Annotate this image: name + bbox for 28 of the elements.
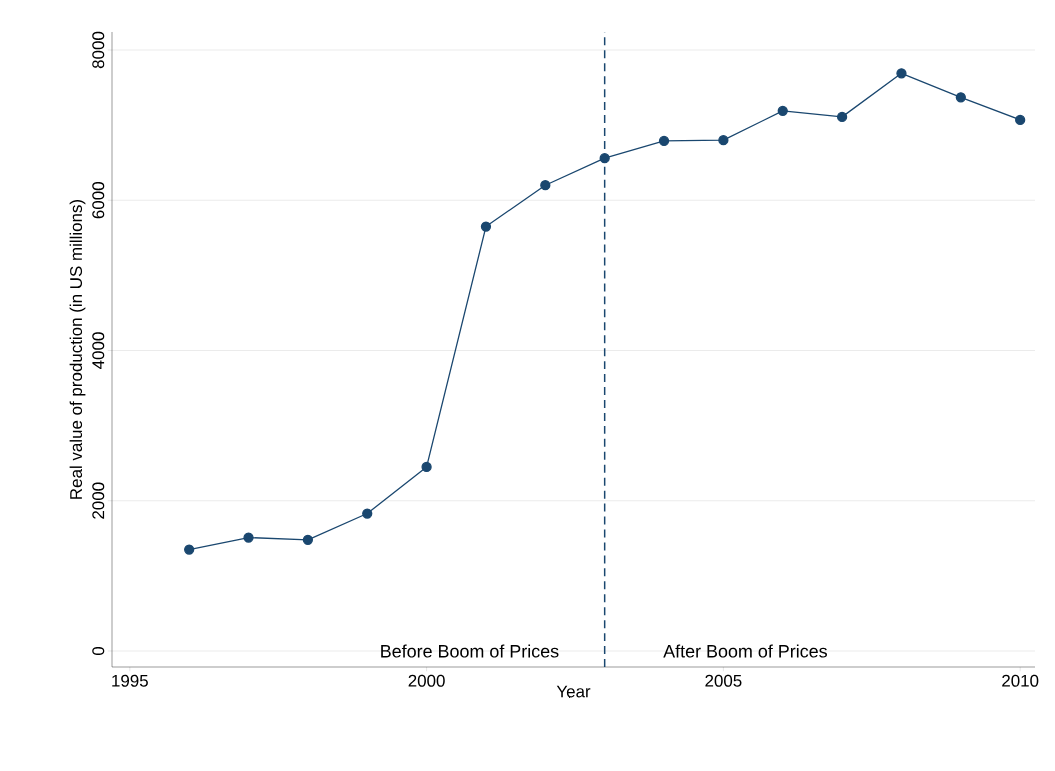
- y-tick-label: 4000: [92, 332, 105, 369]
- point: [540, 180, 551, 191]
- point: [1015, 114, 1026, 126]
- point: [658, 135, 670, 147]
- x-axis-title: Year: [556, 685, 591, 698]
- point: [184, 544, 195, 555]
- point: [302, 534, 314, 545]
- y-tick-label: 6000: [92, 182, 105, 219]
- y-tick-label: 8000: [92, 31, 105, 69]
- point: [896, 68, 907, 79]
- y-tick-label: 2000: [92, 482, 105, 519]
- y-axis-title: Real value of production (in US millions): [69, 199, 86, 499]
- point: [362, 508, 373, 519]
- point: [421, 461, 432, 473]
- annotation: After Boom of Prices: [663, 644, 827, 658]
- point: [955, 92, 966, 103]
- x-tick-label: 2000: [408, 674, 445, 687]
- point: [243, 532, 254, 543]
- point: [836, 111, 848, 123]
- x-tick-label: 1995: [112, 674, 148, 687]
- point: [599, 153, 610, 164]
- point: [777, 105, 788, 116]
- point: [480, 221, 492, 232]
- annotation: Before Boom of Prices: [381, 644, 559, 658]
- point: [718, 135, 729, 146]
- x-tick-label: 2010: [1002, 674, 1039, 687]
- y-tick-label: 0: [92, 646, 105, 656]
- x-tick-label: 2005: [705, 674, 742, 687]
